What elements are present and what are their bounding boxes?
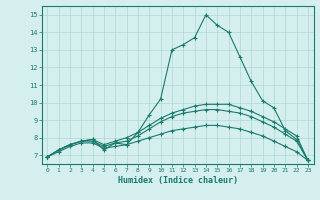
X-axis label: Humidex (Indice chaleur): Humidex (Indice chaleur): [118, 176, 237, 185]
